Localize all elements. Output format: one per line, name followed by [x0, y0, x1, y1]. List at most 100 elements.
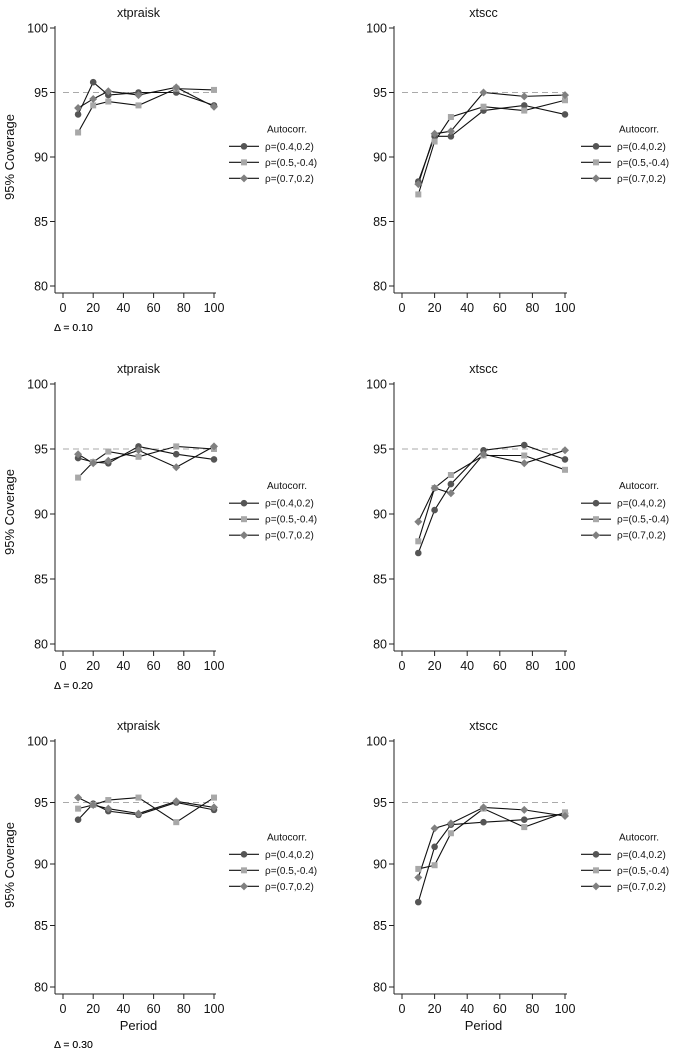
data-point-square-3 — [135, 794, 142, 801]
x-tick-label: 20 — [86, 659, 100, 673]
data-point-square-0 — [75, 129, 82, 136]
data-point-circle-0 — [415, 549, 422, 557]
x-tick-label: 100 — [555, 1002, 576, 1016]
panel-5: xtpraisk 80 85 90 95 100 0 20 40 60 80 100 Period Δ =… — [27, 719, 317, 1051]
x-axis-title: Period — [120, 1018, 158, 1033]
x-tick-label: 40 — [116, 301, 130, 315]
panel-1: xtpraisk 80 85 90 95 100 0 20 40 60 80 100 Δ = 0.10 A… — [27, 6, 317, 334]
y-tick-label: 80 — [373, 280, 387, 294]
data-point-square-legend — [593, 516, 599, 523]
legend: Autocorr. ρ=(0.4,0.2) ρ=(0.5,-0.4) ρ=(0.7,0… — [581, 832, 669, 893]
y-tick-label: 80 — [34, 638, 48, 652]
data-point-square-1 — [90, 102, 97, 109]
data-point-circle-4 — [520, 441, 528, 449]
data-point-square-legend — [241, 516, 247, 523]
x-tick-label: 40 — [460, 1002, 474, 1016]
x-tick-label: 60 — [147, 1002, 161, 1016]
x-axis-title: Period — [465, 1018, 503, 1033]
y-tick-label: 100 — [27, 22, 48, 36]
y-tick-label: 90 — [34, 151, 48, 165]
data-point-diamond-0 — [74, 103, 83, 112]
delta-note: Δ = 0.30 — [54, 1039, 93, 1051]
x-tick-label: 40 — [116, 659, 130, 673]
series-line-1 — [417, 813, 566, 903]
x-tick-label: 0 — [399, 659, 406, 673]
data-point-diamond-2 — [446, 819, 455, 828]
data-point-square-4 — [521, 107, 528, 114]
data-point-diamond-4 — [520, 459, 529, 468]
data-point-diamond-0 — [414, 517, 423, 526]
panel-title: xtscc — [469, 719, 497, 733]
data-point-diamond-2 — [446, 127, 455, 136]
data-point-square-4 — [173, 443, 180, 450]
legend: Autocorr. ρ=(0.4,0.2) ρ=(0.5,-0.4) ρ=(0.7,0… — [581, 481, 669, 542]
data-point-square-4 — [173, 819, 180, 826]
data-point-diamond-2 — [104, 804, 113, 813]
legend-label: ρ=(0.7,0.2) — [265, 882, 314, 893]
legend: Autocorr. ρ=(0.4,0.2) ρ=(0.5,-0.4) ρ=(0.7,0… — [229, 481, 317, 542]
x-tick-label: 20 — [428, 1002, 442, 1016]
data-point-diamond-legend — [592, 882, 600, 891]
data-point-square-2 — [105, 448, 112, 455]
legend-label: ρ=(0.5,-0.4) — [617, 866, 669, 877]
legend-label: ρ=(0.4,0.2) — [265, 850, 314, 861]
data-point-diamond-legend — [240, 531, 248, 540]
data-point-square-legend — [593, 159, 599, 166]
y-tick-label: 95 — [373, 443, 387, 457]
data-point-diamond-1 — [89, 94, 98, 103]
data-point-circle-2 — [447, 133, 455, 140]
x-tick-label: 40 — [460, 301, 474, 315]
data-point-diamond-5 — [561, 91, 569, 100]
data-point-circle-1 — [89, 78, 97, 86]
legend-title: Autocorr. — [619, 481, 659, 492]
legend-label: ρ=(0.5,-0.4) — [265, 158, 317, 169]
legend-label: ρ=(0.4,0.2) — [617, 142, 666, 153]
data-point-square-0 — [415, 538, 422, 545]
y-tick-label: 95 — [373, 86, 387, 100]
y-tick-label: 90 — [34, 858, 48, 872]
legend-label: ρ=(0.7,0.2) — [617, 882, 666, 893]
panel-title: xtscc — [469, 6, 497, 20]
panel-title: xtpraisk — [117, 362, 161, 376]
y-tick-label: 80 — [34, 280, 48, 294]
y-tick-label: 85 — [34, 919, 48, 933]
legend: Autocorr. ρ=(0.4,0.2) ρ=(0.5,-0.4) ρ=(0.7,0… — [229, 124, 317, 185]
legend-label: ρ=(0.7,0.2) — [617, 174, 666, 185]
data-point-diamond-legend — [240, 882, 248, 891]
panel-title: xtscc — [469, 362, 497, 376]
data-point-diamond-3 — [479, 803, 488, 812]
x-tick-label: 100 — [204, 301, 225, 315]
legend-label: ρ=(0.5,-0.4) — [265, 515, 317, 526]
y-tick-label: 85 — [373, 919, 387, 933]
y-tick-label: 95 — [34, 86, 48, 100]
data-point-circle-5 — [561, 456, 569, 463]
legend-title: Autocorr. — [267, 124, 307, 135]
data-point-circle-0 — [415, 898, 422, 906]
y-axis-title-row-1: 95% Coverage — [2, 114, 17, 200]
data-point-diamond-3 — [479, 88, 488, 97]
x-tick-label: 100 — [204, 1002, 225, 1016]
y-tick-label: 100 — [366, 22, 387, 36]
data-point-square-5 — [562, 97, 568, 104]
data-point-circle-legend — [592, 499, 600, 507]
data-point-square-5 — [562, 466, 568, 473]
data-point-diamond-legend — [240, 174, 248, 183]
data-point-square-3 — [135, 102, 142, 109]
x-tick-label: 60 — [147, 301, 161, 315]
legend-label: ρ=(0.4,0.2) — [265, 499, 314, 510]
legend-label: ρ=(0.4,0.2) — [265, 142, 314, 153]
data-point-diamond-4 — [520, 805, 529, 814]
x-tick-label: 20 — [86, 1002, 100, 1016]
x-tick-label: 0 — [399, 1002, 406, 1016]
panel-4: xtscc 80 85 90 95 100 0 20 40 60 80 100 Δ = 0.20 Auto… — [54, 362, 669, 692]
x-tick-label: 0 — [399, 301, 406, 315]
y-tick-label: 100 — [366, 735, 387, 749]
data-point-diamond-3 — [134, 809, 143, 818]
x-tick-label: 80 — [177, 301, 191, 315]
delta-note: Δ = 0.10 — [54, 322, 93, 334]
panel-title: xtpraisk — [117, 719, 161, 733]
legend: Autocorr. ρ=(0.4,0.2) ρ=(0.5,-0.4) ρ=(0.7,0… — [581, 124, 669, 185]
y-tick-label: 85 — [34, 573, 48, 587]
data-point-diamond-legend — [592, 531, 600, 540]
